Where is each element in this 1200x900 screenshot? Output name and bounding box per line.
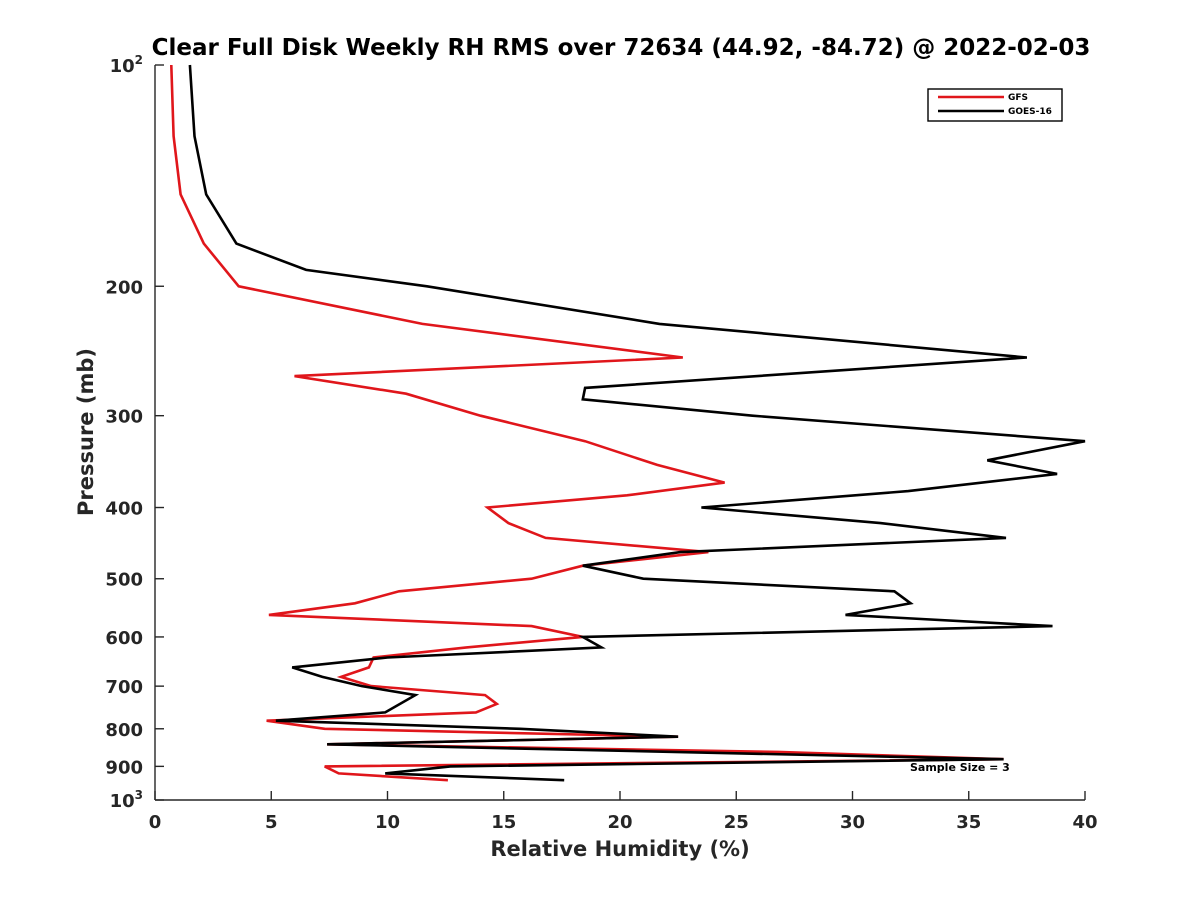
y-tick-label: 500: [105, 570, 143, 591]
legend-label-gfs: GFS: [1008, 93, 1028, 103]
y-tick-label: 600: [105, 628, 143, 649]
sample-size-annotation: Sample Size = 3: [910, 761, 1010, 774]
x-tick-label: 5: [265, 812, 278, 833]
legend-label-goes16: GOES-16: [1008, 107, 1052, 117]
y-axis-label: Pressure (mb): [74, 348, 98, 516]
y-tick-label: 900: [105, 757, 143, 778]
x-axis-label: Relative Humidity (%): [490, 837, 749, 861]
x-axis-ticks: 0 5 10 15 20 25 30 35 40: [149, 791, 1098, 833]
chart-title: Clear Full Disk Weekly RH RMS over 72634…: [152, 35, 1091, 61]
y-tick-label: 103: [110, 788, 143, 812]
plot-area: [154, 64, 1086, 801]
y-tick-label: 200: [105, 277, 143, 298]
axes-background: [155, 65, 1085, 800]
x-tick-label: 25: [724, 812, 749, 833]
x-tick-label: 10: [375, 812, 400, 833]
x-tick-label: 35: [956, 812, 981, 833]
y-tick-label: 400: [105, 499, 143, 520]
legend-box: [927, 88, 1063, 122]
series-line-gfs: [170, 64, 1004, 782]
y-axis-ticks: 102 200 300 400 500 600 700 800 900 103: [105, 53, 164, 812]
series-layer: [170, 64, 1086, 782]
x-tick-label: 30: [840, 812, 865, 833]
x-tick-label: 20: [607, 812, 632, 833]
x-tick-label: 40: [1072, 812, 1097, 833]
y-tick-label: 102: [110, 53, 143, 77]
y-tick-label: 300: [105, 407, 143, 428]
legend: GFS GOES-16: [927, 88, 1063, 122]
x-tick-label: 15: [491, 812, 516, 833]
y-tick-label: 800: [105, 720, 143, 741]
x-tick-label: 0: [149, 812, 162, 833]
y-tick-label: 700: [105, 677, 143, 698]
series-line-goes16: [188, 64, 1086, 782]
